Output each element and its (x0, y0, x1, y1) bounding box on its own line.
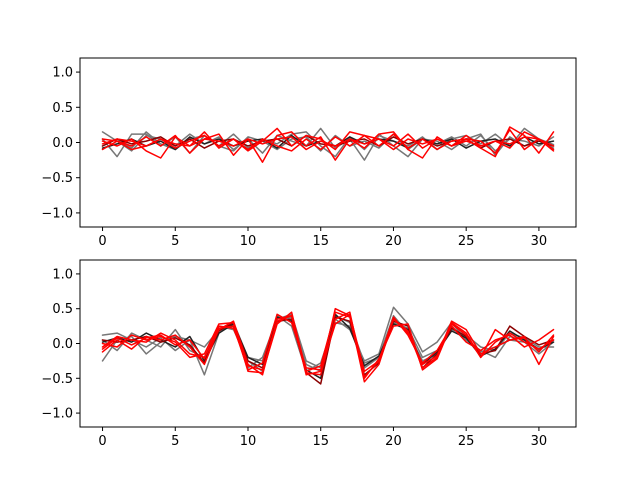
y-tick-label: −1.0 (41, 206, 73, 221)
y-tick-label: 1.0 (52, 267, 73, 282)
y-axis-ticks: −1.0 −0.5 0.0 0.5 1.0 (41, 267, 80, 422)
x-tick-label: 20 (385, 434, 402, 449)
y-tick-label: 0.0 (52, 136, 73, 151)
y-axis-ticks: −1.0 −0.5 0.0 0.5 1.0 (41, 66, 80, 221)
series-line (101, 129, 555, 163)
x-tick-label: 10 (240, 234, 257, 249)
axes-frame (79, 57, 577, 228)
y-tick-label: −0.5 (41, 372, 73, 387)
y-tick-label: 0.5 (52, 101, 73, 116)
x-tick-label: 30 (531, 234, 548, 249)
subplot-bottom: 0 5 10 15 20 25 30 −1.0 −0.5 0.0 0.5 1.0 (41, 259, 577, 449)
y-tick-label: 0.5 (52, 302, 73, 317)
y-tick-label: 1.0 (52, 66, 73, 81)
x-tick-label: 15 (312, 434, 329, 449)
series-line (101, 311, 555, 380)
series-layer (101, 126, 555, 163)
x-tick-label: 30 (531, 434, 548, 449)
y-tick-label: −1.0 (41, 407, 73, 422)
y-tick-label: 0.0 (52, 337, 73, 352)
x-tick-label: 25 (458, 234, 475, 249)
x-tick-label: 0 (98, 434, 106, 449)
series-layer (101, 306, 555, 385)
x-tick-label: 5 (171, 434, 179, 449)
y-tick-label: −0.5 (41, 171, 73, 186)
x-axis-ticks: 0 5 10 15 20 25 30 (98, 427, 547, 449)
x-tick-label: 0 (98, 234, 106, 249)
axes-frame (79, 259, 577, 428)
x-tick-label: 25 (458, 434, 475, 449)
x-tick-label: 15 (312, 234, 329, 249)
x-axis-ticks: 0 5 10 15 20 25 30 (98, 227, 547, 249)
x-tick-label: 5 (171, 234, 179, 249)
x-tick-label: 10 (240, 434, 257, 449)
x-tick-label: 20 (385, 234, 402, 249)
series-line (101, 136, 555, 151)
subplot-top: 0 5 10 15 20 25 30 −1.0 −0.5 0.0 0.5 1.0 (41, 57, 577, 249)
